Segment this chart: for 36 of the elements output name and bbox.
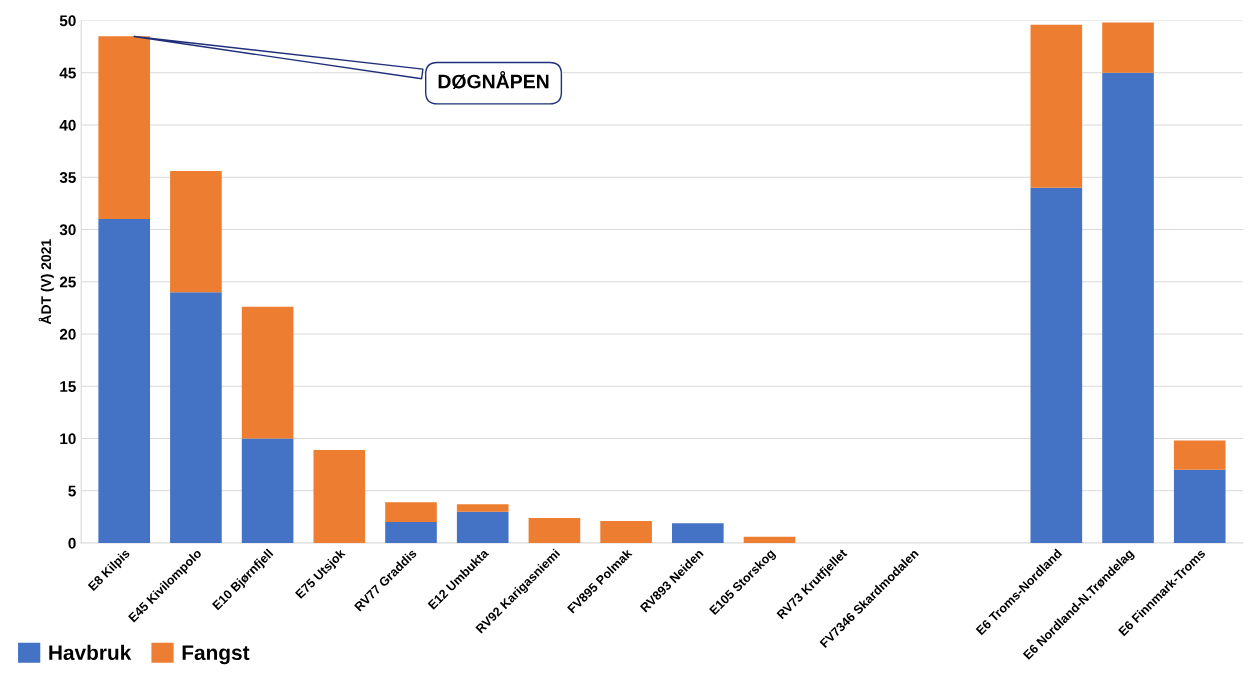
bar [170, 170, 222, 293]
bar [1030, 24, 1083, 188]
y-tick-label: 40 [59, 119, 76, 131]
bar [528, 517, 581, 543]
bar [241, 438, 294, 543]
y-tick-label: 30 [59, 224, 76, 236]
y-tick-label: 25 [59, 276, 76, 288]
y-tick-label: 20 [59, 328, 76, 340]
bar [98, 36, 151, 220]
bar [1102, 22, 1154, 73]
bar [600, 521, 652, 543]
y-tick-label: 0 [68, 537, 76, 549]
annotation: DØGNÅPEN [438, 71, 549, 89]
bar [1030, 187, 1083, 543]
bar [456, 511, 509, 543]
bar [672, 523, 724, 543]
y-tick-label: 10 [60, 433, 76, 445]
bar [98, 219, 151, 543]
y-tick-label: 50 [59, 15, 76, 27]
bar [743, 536, 796, 543]
y-tick-label: 15 [60, 381, 76, 392]
bar [385, 522, 437, 543]
legend-label: Havbruk [49, 644, 132, 661]
bar [385, 502, 437, 523]
bar [1173, 469, 1226, 543]
y-tick-label: 45 [59, 67, 76, 79]
bar [241, 306, 294, 439]
bar [456, 504, 509, 512]
bar [1102, 72, 1154, 543]
y-tick-label: 5 [68, 485, 76, 497]
y-axis-title: ÅDT (V) 2021 [38, 239, 54, 325]
y-tick-label: 35 [59, 172, 76, 183]
legend-label: Fangst [182, 645, 250, 665]
bar [313, 449, 366, 543]
bar [170, 292, 222, 543]
bar [1173, 440, 1226, 470]
